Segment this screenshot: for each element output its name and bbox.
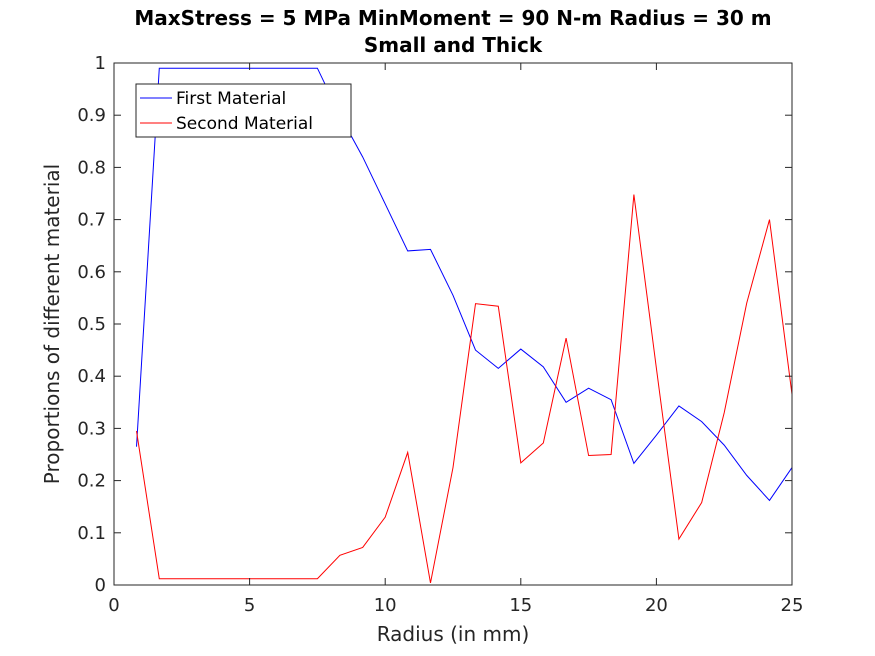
y-tick-label: 0.2	[77, 471, 106, 492]
y-tick-label: 0.9	[77, 105, 106, 126]
chart-title-line-1: MaxStress = 5 MPa MinMoment = 90 N-m Rad…	[134, 6, 771, 30]
y-tick-label: 0.1	[77, 523, 106, 544]
legend: First Material Second Material	[135, 83, 352, 138]
chart-title-line-2: Small and Thick	[364, 33, 543, 57]
legend-label-first-material: First Material	[176, 89, 286, 109]
legend-box	[135, 83, 352, 138]
y-axis-ticks: 0 0.1 0.2 0.3 0.4 0.5 0.6 0.7 0.8 0.9 1	[77, 53, 792, 596]
x-tick-label: 20	[645, 595, 668, 616]
series-layer	[136, 67, 793, 584]
y-tick-label: 0.8	[77, 157, 106, 178]
y-tick-label: 0.3	[77, 418, 106, 439]
y-tick-label: 0.5	[77, 314, 106, 335]
y-tick-label: 0.6	[77, 262, 106, 283]
plot-area	[114, 63, 792, 585]
y-tick-label: 0	[95, 575, 106, 596]
legend-label-second-material: Second Material	[176, 114, 313, 134]
y-tick-label: 1	[95, 53, 106, 74]
x-tick-label: 0	[108, 595, 119, 616]
x-tick-label: 5	[244, 595, 255, 616]
series-line-first-material	[136, 67, 793, 502]
x-tick-label: 10	[374, 595, 397, 616]
x-axis-label: Radius (in mm)	[377, 622, 530, 646]
y-axis-label: Proportions of different material	[40, 164, 64, 484]
x-tick-label: 25	[781, 595, 804, 616]
plot-background	[114, 63, 792, 585]
x-tick-label: 15	[509, 595, 532, 616]
x-axis-ticks: 0 5 10 15 20 25	[108, 63, 803, 616]
y-tick-label: 0.4	[77, 366, 106, 387]
y-tick-label: 0.7	[77, 210, 106, 231]
series-line-second-material	[136, 194, 793, 584]
